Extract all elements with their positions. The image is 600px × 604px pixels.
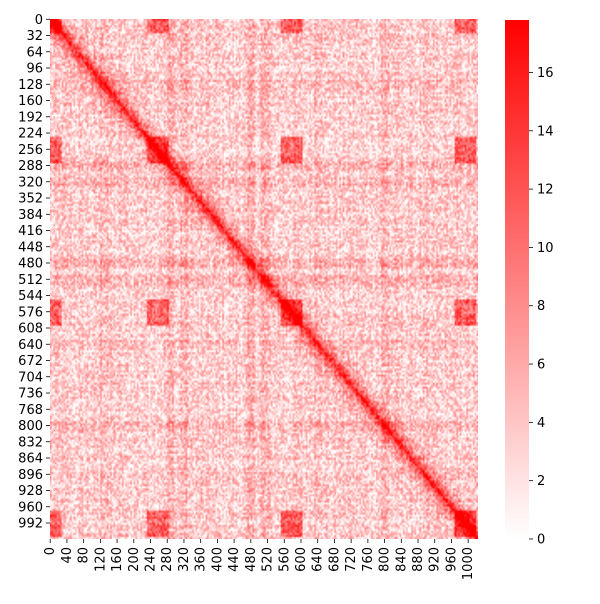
y-tick-label: 0 <box>35 13 43 28</box>
y-tick-label: 608 <box>18 322 43 337</box>
x-tick-label: 40 <box>60 547 75 564</box>
x-tick-label: 1000 <box>461 547 476 580</box>
y-tick-label: 992 <box>18 517 43 532</box>
y-tick-label: 640 <box>18 338 43 353</box>
y-tick-label: 288 <box>18 159 43 174</box>
y-tick-label: 864 <box>18 452 43 467</box>
y-tick-label: 96 <box>26 62 43 77</box>
colorbar: 0 2 4 6 8 10 12 14 16 <box>505 20 554 548</box>
x-tick-label: 160 <box>110 547 125 572</box>
y-tick-label: 736 <box>18 387 43 402</box>
colorbar-tick-label: 10 <box>537 241 554 256</box>
y-tick-label: 64 <box>26 45 43 60</box>
x-tick-label: 120 <box>93 547 108 572</box>
x-tick-label: 320 <box>177 547 192 572</box>
y-tick-label: 928 <box>18 484 43 499</box>
colorbar-tick-label: 0 <box>537 533 545 548</box>
heatmap-image <box>50 19 478 539</box>
colorbar-tick-label: 8 <box>537 299 545 314</box>
y-tick-label: 832 <box>18 435 43 450</box>
y-tick-label: 896 <box>18 468 43 483</box>
y-tick-label: 32 <box>26 29 43 44</box>
x-tick-label: 0 <box>43 547 58 555</box>
colorbar-tick-label: 12 <box>537 183 554 198</box>
x-tick-label: 280 <box>160 547 175 572</box>
colorbar-tick-label: 2 <box>537 474 545 489</box>
y-tick-label: 960 <box>18 500 43 515</box>
y-tick-label: 352 <box>18 192 43 207</box>
x-tick-label: 240 <box>144 547 159 572</box>
x-tick-label: 480 <box>244 547 259 572</box>
x-tick-label: 800 <box>378 547 393 572</box>
y-tick-label: 384 <box>18 208 43 223</box>
x-tick-label: 200 <box>127 547 142 572</box>
y-tick-label: 416 <box>18 224 43 239</box>
colorbar-tick-label: 16 <box>537 66 554 81</box>
y-tick-label: 320 <box>18 175 43 190</box>
x-tick-label: 920 <box>428 547 443 572</box>
y-tick-label: 160 <box>18 94 43 109</box>
x-tick-label: 680 <box>327 547 342 572</box>
x-tick-label: 640 <box>311 547 326 572</box>
y-tick-label: 128 <box>18 78 43 93</box>
colorbar-tick-label: 14 <box>537 124 554 139</box>
heatmap-cells <box>50 19 478 539</box>
x-tick-label: 600 <box>294 547 309 572</box>
x-tick-label: 400 <box>210 547 225 572</box>
y-tick-label: 256 <box>18 143 43 158</box>
y-tick-label: 512 <box>18 273 43 288</box>
colorbar-gradient <box>505 20 529 539</box>
y-tick-label: 768 <box>18 403 43 418</box>
x-tick-label: 360 <box>194 547 209 572</box>
x-tick-label: 880 <box>411 547 426 572</box>
y-tick-label: 544 <box>18 289 43 304</box>
y-tick-label: 224 <box>18 127 43 142</box>
x-axis: 0 40 80 120 160 200 240 280 320 360 400 440 480 520 56… <box>43 539 476 580</box>
x-tick-label: 80 <box>77 547 92 564</box>
x-tick-label: 720 <box>344 547 359 572</box>
x-tick-label: 560 <box>277 547 292 572</box>
x-tick-label: 960 <box>444 547 459 572</box>
y-tick-label: 800 <box>18 419 43 434</box>
y-tick-label: 672 <box>18 354 43 369</box>
colorbar-tick-label: 6 <box>537 358 545 373</box>
y-tick-label: 192 <box>18 110 43 125</box>
x-tick-label: 840 <box>394 547 409 572</box>
y-tick-label: 576 <box>18 305 43 320</box>
y-tick-label: 448 <box>18 240 43 255</box>
x-tick-label: 440 <box>227 547 242 572</box>
y-tick-label: 704 <box>18 370 43 385</box>
x-tick-label: 520 <box>261 547 276 572</box>
x-tick-label: 760 <box>361 547 376 572</box>
colorbar-tick-label: 4 <box>537 416 545 431</box>
y-tick-label: 480 <box>18 257 43 272</box>
